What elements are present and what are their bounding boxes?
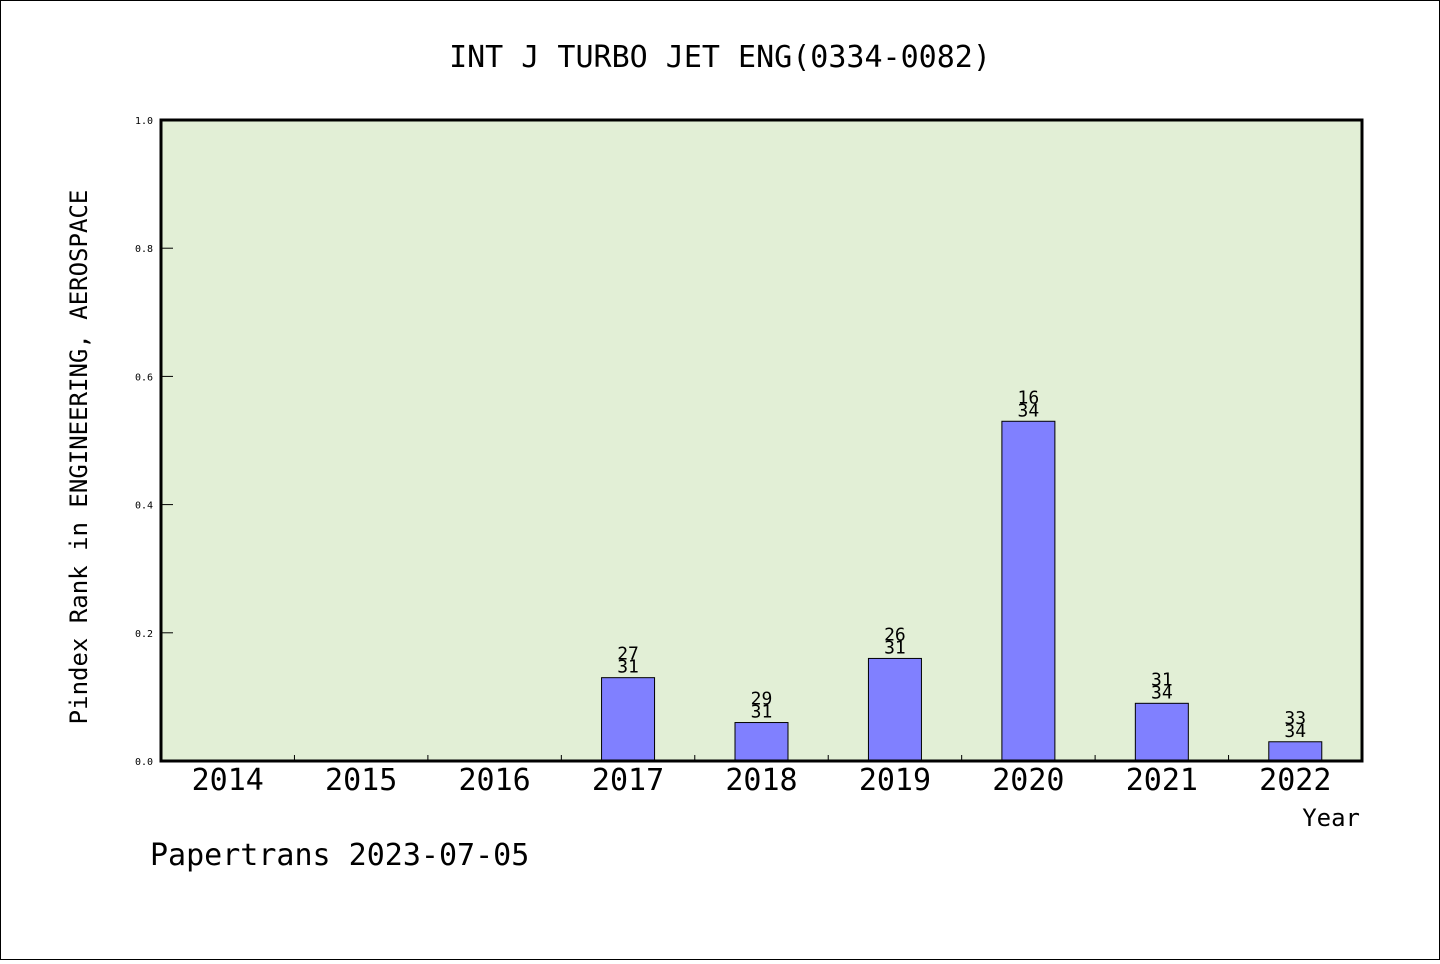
data-label-rank: 33: [1284, 708, 1306, 729]
x-tick-label: 2021: [1126, 763, 1198, 798]
x-axis-ticks: 2014 2015 2016 2017 2018 2019 2020 2021 2022: [192, 755, 1331, 798]
bar-2021: [1134, 702, 1189, 762]
y-tick-label: 0.2: [135, 629, 153, 640]
bar-2020: [1001, 420, 1056, 762]
footer-text: Papertrans 2023-07-05: [150, 838, 529, 873]
x-axis-label: Year: [1302, 804, 1360, 832]
data-label-rank: 16: [1018, 387, 1040, 408]
x-tick-label: 2022: [1259, 763, 1331, 798]
bar-2019: [867, 657, 922, 762]
y-tick-label: 0.6: [135, 372, 153, 383]
y-tick-label: 1.0: [135, 116, 153, 127]
data-label-total: 31: [751, 702, 773, 723]
y-tick-label: 0.8: [135, 244, 153, 255]
data-label-total: 34: [1151, 682, 1173, 703]
data-label-rank: 26: [884, 624, 906, 645]
y-axis-label: Pindex Rank in ENGINEERING, AEROSPACE: [65, 190, 93, 725]
bar-2017: [601, 677, 656, 762]
data-label-total: 31: [884, 637, 906, 658]
x-tick-label: 2020: [992, 763, 1064, 798]
data-label-rank: 29: [751, 689, 773, 710]
x-tick-label: 2015: [325, 763, 397, 798]
bar-2018: [734, 722, 789, 762]
x-tick-label: 2019: [859, 763, 931, 798]
data-label-total: 34: [1284, 721, 1306, 742]
x-tick-label: 2014: [192, 763, 264, 798]
x-tick-label: 2016: [458, 763, 530, 798]
y-tick-label: 0.0: [135, 757, 153, 768]
plot-area: [161, 120, 1362, 761]
x-tick-label: 2018: [725, 763, 797, 798]
plot-border: [159, 118, 1364, 763]
y-tick-label: 0.4: [135, 501, 153, 512]
data-label-total: 31: [617, 657, 639, 678]
chart-title: INT J TURBO JET ENG(0334-0082): [449, 40, 991, 75]
data-label-rank: 27: [617, 644, 639, 665]
data-label-rank: 31: [1151, 669, 1173, 690]
x-tick-label: 2017: [592, 763, 664, 798]
bar-2022: [1268, 741, 1323, 762]
data-label-total: 34: [1018, 400, 1040, 421]
